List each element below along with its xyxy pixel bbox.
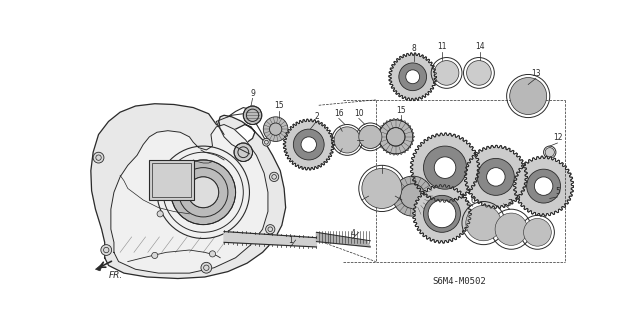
Text: 1: 1 <box>289 236 293 245</box>
Circle shape <box>101 245 111 256</box>
Text: 2: 2 <box>314 112 319 121</box>
Text: 15: 15 <box>396 106 406 115</box>
Text: 4: 4 <box>350 229 355 238</box>
Circle shape <box>466 205 501 241</box>
Circle shape <box>234 143 253 161</box>
Polygon shape <box>284 119 334 170</box>
Bar <box>149 160 194 200</box>
Text: 10: 10 <box>354 108 364 118</box>
Circle shape <box>228 234 235 240</box>
Circle shape <box>285 122 332 168</box>
Text: 9: 9 <box>250 89 255 98</box>
Circle shape <box>467 61 492 85</box>
Circle shape <box>467 148 525 206</box>
Circle shape <box>209 251 216 257</box>
Text: 16: 16 <box>334 108 344 118</box>
Text: FR.: FR. <box>109 271 123 280</box>
Text: 13: 13 <box>531 69 541 78</box>
Text: 11: 11 <box>437 42 447 51</box>
Circle shape <box>262 138 270 146</box>
Polygon shape <box>111 124 268 273</box>
Circle shape <box>171 160 236 225</box>
Circle shape <box>301 137 316 152</box>
Circle shape <box>545 148 554 157</box>
Text: 12: 12 <box>553 133 562 142</box>
Circle shape <box>486 168 505 186</box>
Circle shape <box>201 262 212 273</box>
Circle shape <box>93 152 104 163</box>
Circle shape <box>362 168 402 208</box>
Circle shape <box>435 61 459 85</box>
Text: 8: 8 <box>412 44 417 53</box>
Polygon shape <box>413 185 471 243</box>
Circle shape <box>293 129 324 160</box>
Text: 5: 5 <box>555 187 560 196</box>
Circle shape <box>399 63 427 91</box>
Circle shape <box>393 176 433 216</box>
Circle shape <box>509 78 547 115</box>
Circle shape <box>424 146 467 189</box>
Circle shape <box>188 177 219 208</box>
Polygon shape <box>95 263 103 271</box>
Circle shape <box>435 157 456 178</box>
Circle shape <box>534 177 553 195</box>
Polygon shape <box>316 232 371 247</box>
Bar <box>152 163 191 197</box>
Circle shape <box>428 200 456 228</box>
Circle shape <box>406 70 420 84</box>
Circle shape <box>266 225 275 234</box>
Circle shape <box>359 125 382 148</box>
Circle shape <box>413 135 477 200</box>
Text: 15: 15 <box>274 101 284 110</box>
Text: 14: 14 <box>476 42 485 51</box>
Circle shape <box>379 120 413 154</box>
Polygon shape <box>513 156 573 216</box>
Circle shape <box>477 159 515 195</box>
Text: S6M4-M0502: S6M4-M0502 <box>432 277 486 286</box>
Circle shape <box>516 159 572 214</box>
Circle shape <box>415 187 469 241</box>
Circle shape <box>157 211 163 217</box>
Circle shape <box>334 127 360 153</box>
Polygon shape <box>91 104 285 278</box>
Circle shape <box>243 106 262 124</box>
Text: 7: 7 <box>508 199 512 208</box>
Polygon shape <box>464 145 527 208</box>
Circle shape <box>269 172 279 182</box>
Polygon shape <box>410 133 480 202</box>
Circle shape <box>391 55 435 98</box>
Circle shape <box>263 117 288 141</box>
Circle shape <box>424 195 460 232</box>
Circle shape <box>524 219 551 246</box>
Circle shape <box>152 252 158 258</box>
Circle shape <box>495 213 527 245</box>
Polygon shape <box>389 53 436 100</box>
Polygon shape <box>224 232 316 247</box>
Circle shape <box>527 169 561 203</box>
Text: 6: 6 <box>470 197 475 205</box>
